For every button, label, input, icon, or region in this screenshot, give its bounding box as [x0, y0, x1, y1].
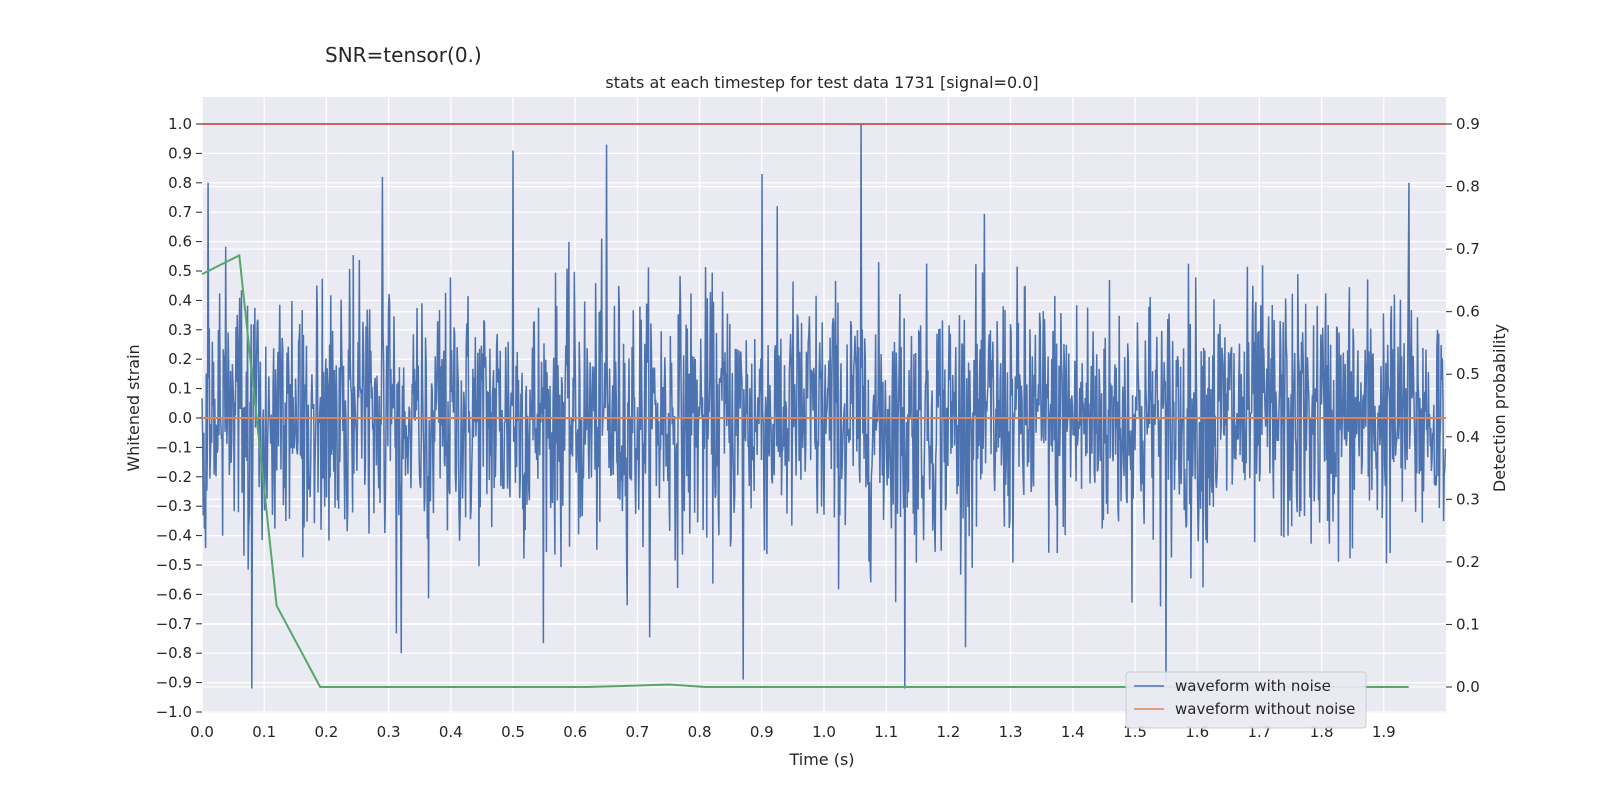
y-right-tick-label: 0.4	[1456, 428, 1480, 446]
y-right-tick-label: 0.5	[1456, 365, 1480, 383]
x-tick-label: 1.2	[936, 723, 960, 741]
series-line-waveform-with-noise	[201, 123, 1447, 689]
x-tick-label: 0.3	[377, 723, 401, 741]
y-right-tick-label: 0.8	[1456, 178, 1480, 196]
y-right-tick-label: 0.2	[1456, 553, 1480, 571]
y-tick-label: −0.5	[156, 556, 192, 574]
y-right-tick-label: 0.6	[1456, 303, 1480, 321]
y-tick-label: −0.6	[156, 585, 192, 603]
y-tick-label: −0.9	[156, 674, 192, 692]
y-tick-label: −0.4	[156, 527, 192, 545]
y-tick-label: 0.8	[168, 174, 192, 192]
y-tick-label: 1.0	[168, 115, 192, 133]
y-right-tick-label: 0.1	[1456, 615, 1480, 633]
y-tick-label: 0.7	[168, 203, 192, 221]
y-tick-label: −0.7	[156, 615, 192, 633]
legend-label-noise: waveform with noise	[1175, 677, 1331, 695]
y-tick-label: 0.5	[168, 262, 192, 280]
x-axis-label: Time (s)	[788, 750, 854, 769]
x-tick-label: 1.0	[812, 723, 836, 741]
x-tick-label: 0.9	[750, 723, 774, 741]
y-tick-label: −1.0	[156, 703, 192, 721]
y-tick-label: 0.1	[168, 380, 192, 398]
series-layer	[201, 123, 1447, 689]
y-right-tick-label: 0.3	[1456, 490, 1480, 508]
x-tick-label: 1.4	[1061, 723, 1085, 741]
y-tick-label: 0.6	[168, 233, 192, 251]
y-tick-label: −0.3	[156, 497, 192, 515]
y-right-tick-label: 0.7	[1456, 240, 1480, 258]
suptitle: SNR=tensor(0.)	[325, 43, 482, 67]
y-right-tick-label: 0.9	[1456, 115, 1480, 133]
x-tick-label: 0.4	[439, 723, 463, 741]
y-axis-right-label: Detection probability	[1490, 324, 1509, 492]
y-tick-label: −0.1	[156, 438, 192, 456]
y-tick-label: −0.8	[156, 644, 192, 662]
tick-layer: 0.0 0.1 0.2 0.3 0.4 0.5 0.6 0.7 0.8 0.9 1.0 1.1 1.2 1…	[156, 115, 1480, 741]
y-tick-label: 0.0	[168, 409, 192, 427]
y-tick-label: −0.2	[156, 468, 192, 486]
x-tick-label: 0.5	[501, 723, 525, 741]
y-right-tick-label: 0.0	[1456, 678, 1480, 696]
chart-title: stats at each timestep for test data 173…	[605, 73, 1038, 92]
x-tick-label: 0.6	[563, 723, 587, 741]
x-tick-label: 1.1	[874, 723, 898, 741]
legend-box	[1125, 671, 1367, 729]
x-tick-label: 0.7	[625, 723, 649, 741]
legend-label-clean: waveform without noise	[1175, 700, 1355, 718]
y-tick-label: 0.3	[168, 321, 192, 339]
x-tick-label: 0.8	[688, 723, 712, 741]
x-tick-label: 1.9	[1372, 723, 1396, 741]
y-tick-label: 0.9	[168, 144, 192, 162]
x-tick-label: 0.2	[314, 723, 338, 741]
y-tick-label: 0.4	[168, 291, 192, 309]
legend: waveform with noise waveform without noi…	[1125, 671, 1367, 729]
y-axis-label: Whitened strain	[124, 344, 143, 471]
x-tick-label: 1.3	[999, 723, 1023, 741]
x-tick-label: 0.0	[190, 723, 214, 741]
x-tick-label: 0.1	[252, 723, 276, 741]
y-tick-label: 0.2	[168, 350, 192, 368]
